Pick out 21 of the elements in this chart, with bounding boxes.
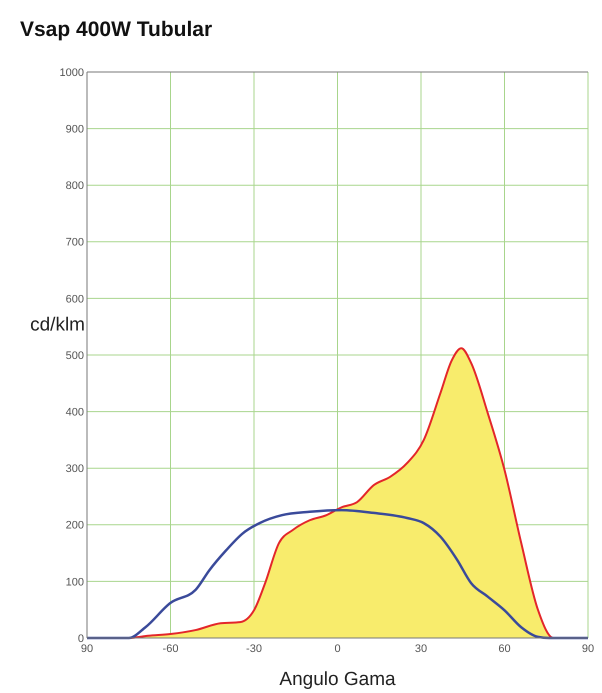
y-tick-label: 100 — [66, 576, 84, 588]
y-tick-label: 700 — [66, 236, 84, 249]
y-axis-title: cd/klm — [30, 314, 85, 336]
y-tick-label: 900 — [66, 123, 84, 136]
x-axis-title: Angulo Gama — [279, 669, 396, 690]
y-tick-label: 600 — [66, 293, 84, 306]
x-tick-label: 60 — [498, 643, 511, 655]
x-tick-label: -30 — [246, 643, 262, 655]
x-tick-label: 90 — [80, 643, 94, 655]
y-tick-label: 300 — [66, 463, 84, 476]
x-tick-label: 90 — [582, 643, 594, 655]
x-tick-label: -60 — [162, 643, 178, 655]
y-tick-label: 200 — [66, 520, 84, 532]
y-tick-label: 0 — [78, 632, 84, 645]
y-tick-label: 800 — [66, 180, 84, 192]
y-tick-label: 400 — [66, 406, 84, 418]
y-tick-label: 500 — [66, 350, 84, 362]
y-tick-label: 1000 — [60, 66, 84, 79]
chart-title: Vsap 400W Tubular — [20, 18, 212, 41]
x-tick-label: 0 — [334, 643, 341, 655]
x-tick-label: 30 — [414, 643, 428, 655]
